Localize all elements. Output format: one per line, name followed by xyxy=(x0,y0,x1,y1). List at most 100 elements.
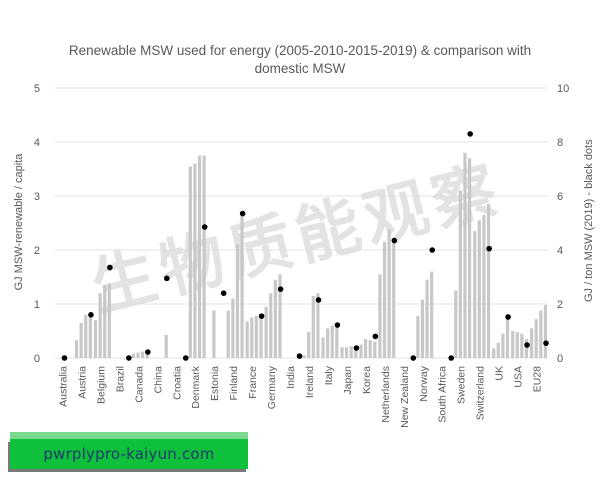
bar-korea-2010 xyxy=(363,339,368,358)
banner-link[interactable]: pwrplypro-kaiyun.com xyxy=(10,439,248,469)
watermark-banner[interactable]: pwrplypro-kaiyun.com xyxy=(8,432,248,472)
bar-norway-2019 xyxy=(430,271,434,358)
x-tick-label: Croatia xyxy=(171,366,183,400)
y-tick-label: 5 xyxy=(34,83,40,95)
dot-croatia xyxy=(182,355,189,361)
x-tick-label: Sweden xyxy=(456,366,468,404)
x-tick-label: Italy xyxy=(323,365,335,385)
dot-finland xyxy=(239,210,246,217)
x-tick-label: Ireland xyxy=(304,366,316,398)
bar-belgium-2005 xyxy=(93,320,98,358)
bar-uk-2019 xyxy=(505,314,510,358)
bar-austria-2019 xyxy=(88,312,92,358)
y2-tick-label: 10 xyxy=(557,83,569,95)
dot-austria xyxy=(88,312,94,318)
dot-sweden xyxy=(467,131,473,137)
dot-netherlands xyxy=(391,237,398,244)
bar-austria-2015 xyxy=(84,314,88,358)
dot-uk xyxy=(505,314,511,320)
bar-china-2019 xyxy=(164,334,168,358)
dot-australia xyxy=(61,355,68,361)
y-tick-label: 4 xyxy=(34,137,40,149)
bar-netherlands-2010 xyxy=(382,241,387,358)
bar-germany-2010 xyxy=(269,293,273,358)
bar-sweden-2005 xyxy=(454,290,458,358)
x-tick-label: South Africa xyxy=(437,366,449,423)
bar-germany-2019 xyxy=(278,274,282,358)
x-tick-label: France xyxy=(247,366,259,399)
y2-tick-label: 2 xyxy=(557,299,563,311)
bar-france-2005 xyxy=(245,321,249,358)
bar-netherlands-2015 xyxy=(387,229,391,358)
dot-india xyxy=(296,353,303,359)
bar-denmark-2010 xyxy=(193,163,197,358)
bar-austria-2005 xyxy=(74,340,79,358)
bar-norway-2010 xyxy=(420,299,425,358)
bar-finland-2010 xyxy=(231,298,235,358)
x-tick-label: Belgium xyxy=(95,366,107,404)
bar-sweden-2019 xyxy=(467,158,472,358)
x-tick-label: Denmark xyxy=(190,365,202,408)
bar-ireland-2015 xyxy=(311,295,315,358)
dot-switzerland xyxy=(486,245,492,252)
bar-germany-2015 xyxy=(273,279,277,358)
dot-japan xyxy=(353,345,360,351)
bar-eu28-2015 xyxy=(539,310,543,358)
bar-germany-2005 xyxy=(264,306,268,358)
bar-denmark-2015 xyxy=(197,155,202,358)
bar-norway-2015 xyxy=(425,279,429,358)
bar-switzerland-2019 xyxy=(486,204,491,358)
y-tick-label: 1 xyxy=(34,299,40,311)
x-tick-label: Brazil xyxy=(114,366,126,392)
y2-tick-label: 6 xyxy=(557,191,563,203)
x-tick-label: Germany xyxy=(266,365,278,409)
bar-italy-2019 xyxy=(335,324,339,358)
bar-ireland-2005 xyxy=(302,355,306,358)
x-tick-label: Finland xyxy=(228,366,240,401)
x-tick-label: EU28 xyxy=(532,366,544,392)
bar-france-2019 xyxy=(259,315,263,358)
dot-italy xyxy=(334,322,341,328)
dot-south-africa xyxy=(448,355,455,361)
dot-estonia xyxy=(220,290,227,297)
x-tick-label: Estonia xyxy=(209,366,221,401)
dot-eu28 xyxy=(543,340,549,346)
bar-austria-2010 xyxy=(79,322,83,358)
dot-usa xyxy=(524,342,530,348)
bar-denmark-2005 xyxy=(188,166,192,358)
x-tick-label: Switzerland xyxy=(475,366,487,420)
bar-eu28-2005 xyxy=(530,328,534,358)
x-tick-label: New Zealand xyxy=(399,366,411,428)
bar-switzerland-2005 xyxy=(473,231,477,358)
y-tick-label: 3 xyxy=(34,191,40,203)
dot-germany xyxy=(277,286,284,292)
bar-uk-2005 xyxy=(492,348,496,358)
bar-finland-2019 xyxy=(240,212,244,358)
dot-denmark xyxy=(201,224,208,230)
chart-title: Renewable MSW used for energy (2005-2010… xyxy=(60,42,540,78)
bar-france-2015 xyxy=(254,315,258,358)
bar-belgium-2015 xyxy=(103,285,107,358)
bar-japan-2019 xyxy=(354,347,358,358)
bar-canada-2005 xyxy=(131,353,136,358)
bar-korea-2015 xyxy=(368,340,372,358)
x-tick-label: USA xyxy=(513,366,525,388)
bar-norway-2005 xyxy=(416,315,420,358)
y-axis-label: GJ MSW-renewable / capita xyxy=(13,153,25,291)
dot-canada xyxy=(145,349,151,355)
bar-canada-2015 xyxy=(141,351,145,358)
bar-ireland-2019 xyxy=(316,293,320,358)
bar-sweden-2015 xyxy=(463,152,467,358)
dot-new-zealand xyxy=(410,355,417,361)
x-tick-label: Japan xyxy=(342,366,354,395)
bar-finland-2015 xyxy=(235,244,240,358)
bar-usa-2015 xyxy=(520,333,524,358)
bar-estonia-2010 xyxy=(212,310,216,358)
y2-tick-label: 0 xyxy=(557,353,563,365)
x-tick-label: India xyxy=(285,366,297,389)
bar-netherlands-2019 xyxy=(392,239,396,358)
watermark: 生物质能观察 xyxy=(85,153,510,326)
bar-sweden-2010 xyxy=(458,190,462,358)
